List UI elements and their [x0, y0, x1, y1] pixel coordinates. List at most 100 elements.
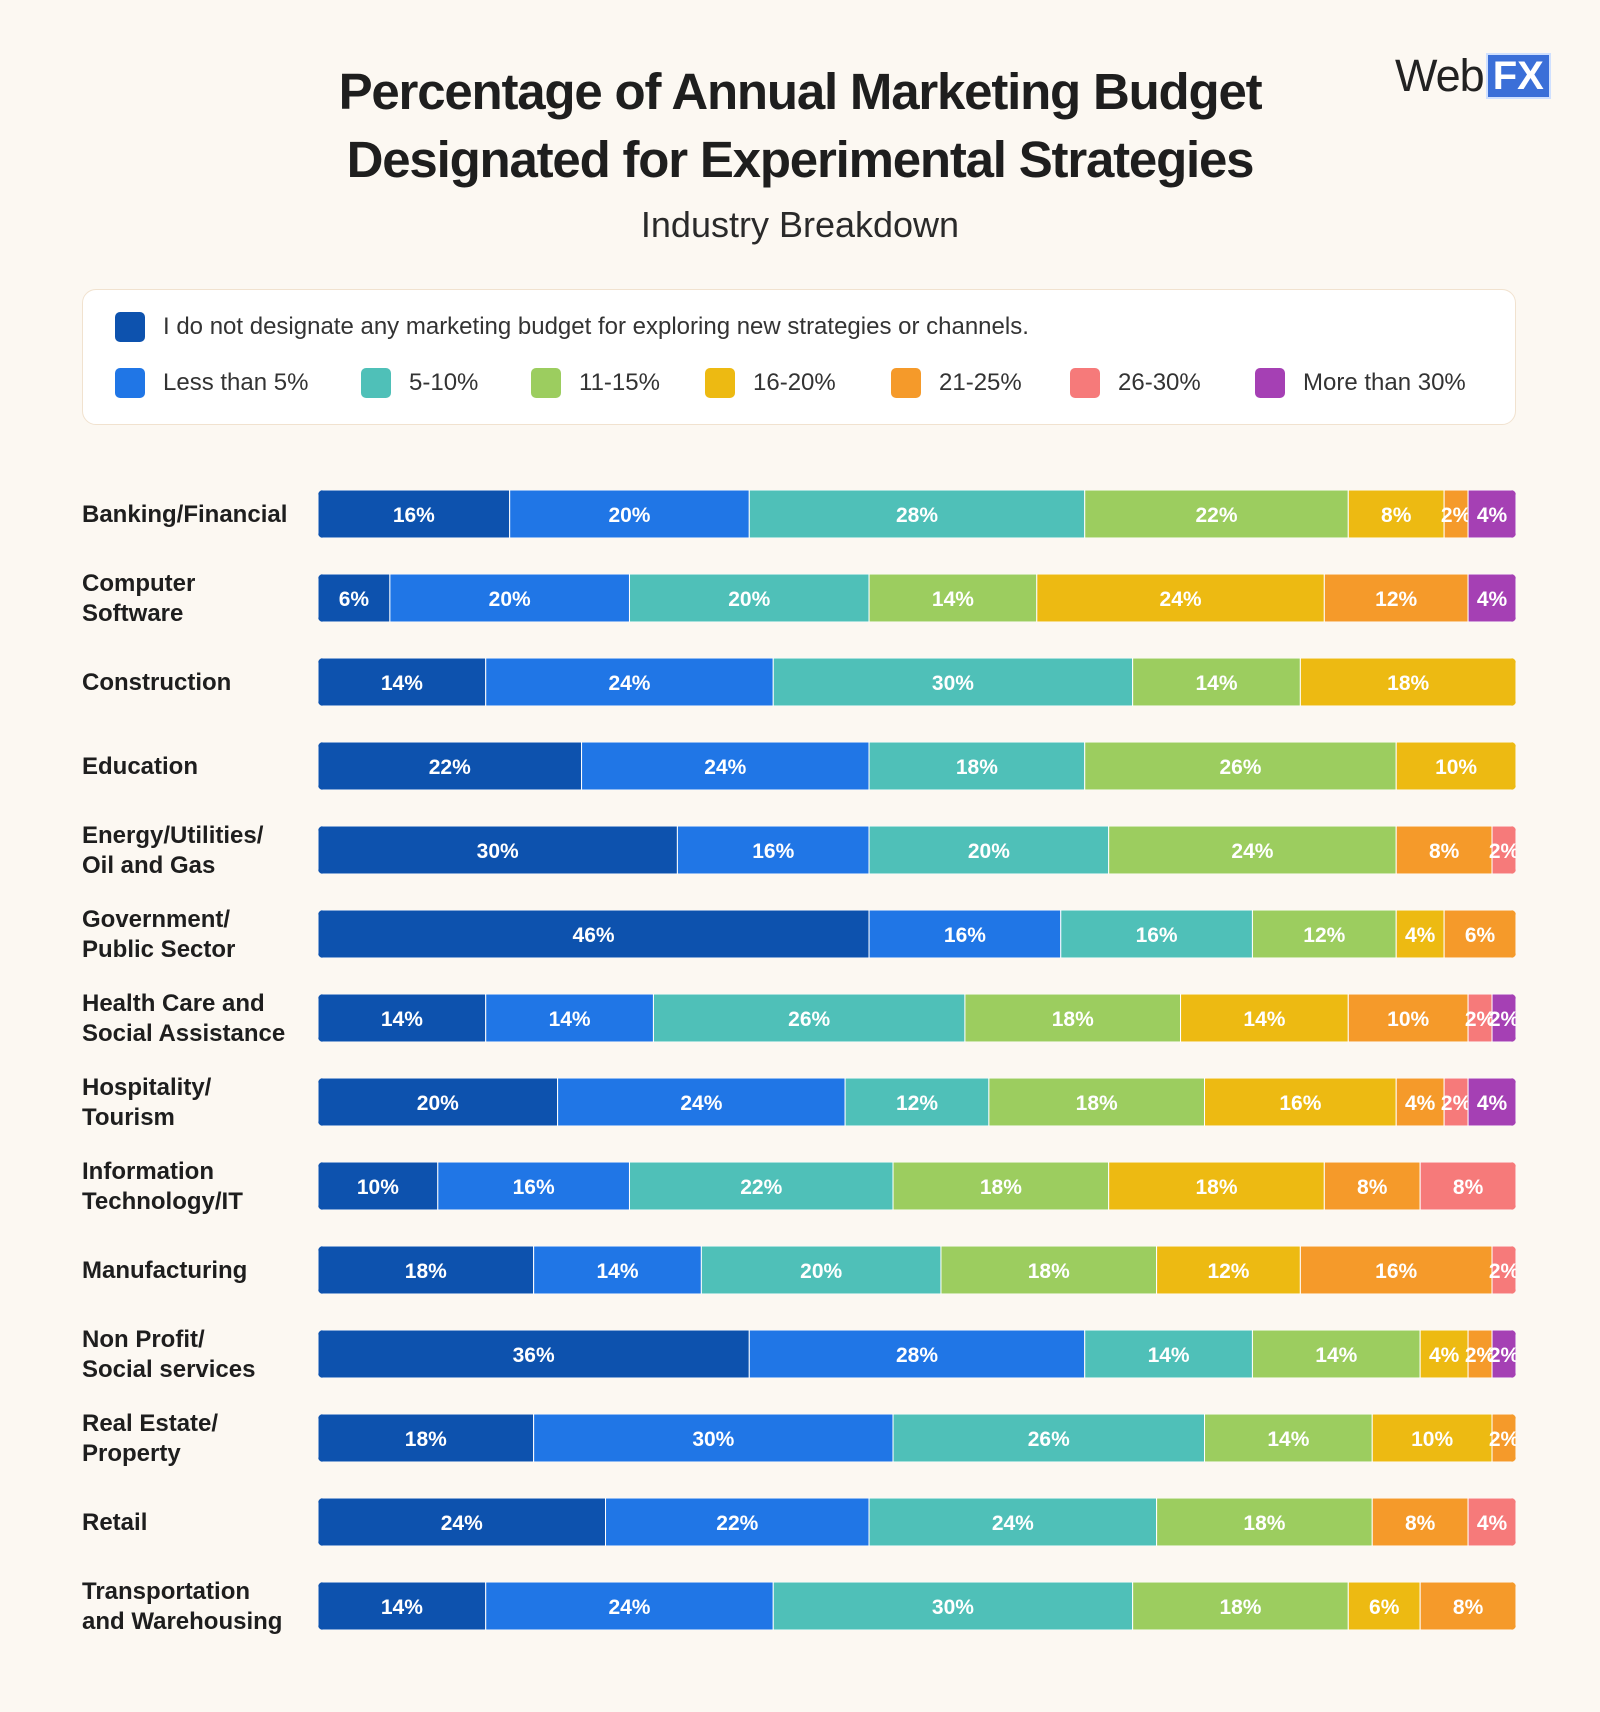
bar-segment	[1204, 1414, 1373, 1462]
bar-segment	[892, 1414, 1206, 1462]
bar-segment	[318, 574, 391, 622]
legend-swatch	[1255, 368, 1285, 398]
bar-row: 24% 22% 24% 18% 8% 4%	[318, 1498, 1516, 1546]
category-label-line: Government/	[82, 906, 230, 933]
category-label: Education	[82, 753, 198, 780]
bar-segment	[1491, 826, 1516, 874]
data-label: 24%	[1160, 588, 1202, 611]
data-label: 16%	[752, 840, 794, 863]
data-label: 36%	[513, 1344, 555, 1367]
data-label: 2%	[1489, 840, 1520, 863]
bar-segment	[1347, 490, 1445, 538]
data-label: 24%	[992, 1512, 1034, 1535]
category-label-line: Non Profit/	[82, 1326, 205, 1353]
category-label-line: Banking/Financial	[82, 501, 287, 528]
legend-item: 21-25%	[891, 368, 1022, 398]
logo-web-text: Web	[1395, 50, 1485, 101]
category-label-line: Social Assistance	[82, 1020, 285, 1047]
legend-swatch	[1070, 368, 1100, 398]
bar-segment	[1419, 1582, 1516, 1630]
data-label: 4%	[1477, 1092, 1508, 1115]
data-label: 4%	[1477, 588, 1508, 611]
bar-segment	[509, 490, 750, 538]
data-label: 12%	[1375, 588, 1417, 611]
legend-label: 16-20%	[753, 369, 836, 396]
data-label: 14%	[932, 588, 974, 611]
bar-segment	[1204, 1078, 1397, 1126]
data-label: 20%	[968, 840, 1010, 863]
data-label: 30%	[477, 840, 519, 863]
data-label: 2%	[1465, 1344, 1496, 1367]
bar-segment	[1467, 1498, 1516, 1546]
bar-segment	[1347, 1582, 1421, 1630]
bar-segment	[1299, 658, 1516, 706]
bar-segment	[1395, 826, 1493, 874]
data-label: 20%	[489, 588, 531, 611]
data-label: 10%	[1435, 756, 1477, 779]
category-label: Computer Software	[82, 570, 195, 627]
data-label: 18%	[405, 1260, 447, 1283]
bar-segment	[940, 1246, 1158, 1294]
data-label: 6%	[1465, 924, 1496, 947]
category-label-line: Energy/Utilities/	[82, 822, 264, 849]
data-label: 2%	[1489, 1428, 1520, 1451]
bar-row: 30% 16% 20% 24% 8% 2%	[318, 826, 1520, 874]
bar-segment	[1132, 1582, 1349, 1630]
data-label: 2%	[1441, 504, 1472, 527]
data-label: 12%	[1207, 1260, 1249, 1283]
data-label: 8%	[1405, 1512, 1436, 1535]
category-label-line: Technology/IT	[82, 1188, 243, 1215]
bar-segment	[892, 1162, 1110, 1210]
data-label: 10%	[1411, 1428, 1453, 1451]
category-label-line: Information	[82, 1158, 214, 1185]
legend-swatch	[531, 368, 561, 398]
bar-segment	[748, 490, 1086, 538]
legend-label: 26-30%	[1118, 369, 1201, 396]
category-label: Health Care and Social Assistance	[82, 990, 285, 1047]
data-label: 22%	[740, 1176, 782, 1199]
bar-segment	[485, 658, 774, 706]
category-label: Banking/Financial	[82, 501, 287, 528]
legend-label: More than 30%	[1303, 369, 1466, 396]
data-label: 30%	[692, 1428, 734, 1451]
data-label: 18%	[1195, 1176, 1237, 1199]
category-label-line: Tourism	[82, 1104, 175, 1131]
bar-row: 22% 24% 18% 26% 10%	[318, 742, 1516, 790]
category-label-line: Oil and Gas	[82, 852, 215, 879]
data-label: 24%	[608, 672, 650, 695]
data-label: 24%	[1231, 840, 1273, 863]
bar-segment	[652, 994, 966, 1042]
data-label: 8%	[1453, 1596, 1484, 1619]
data-label: 14%	[381, 1008, 423, 1031]
bar-segment	[318, 1330, 750, 1378]
bar-segment	[676, 826, 870, 874]
data-label: 22%	[1195, 504, 1237, 527]
bar-segment	[1395, 910, 1445, 958]
bar-segment	[318, 1246, 535, 1294]
bar-segment	[1419, 1162, 1516, 1210]
bar-segment	[1299, 1246, 1493, 1294]
webfx-logo: Web FX	[1395, 50, 1551, 102]
bar-row: 20% 24% 12% 18% 16% 4% 2% 4%	[318, 1078, 1516, 1126]
bar-segment	[988, 1078, 1206, 1126]
logo-fx-text: FX	[1485, 53, 1551, 99]
data-label: 30%	[932, 1596, 974, 1619]
legend-item: 11-15%	[531, 368, 660, 398]
bar-segment	[1180, 994, 1349, 1042]
category-label-line: Hospitality/	[82, 1074, 212, 1101]
bar-segment	[318, 994, 487, 1042]
data-label: 18%	[956, 756, 998, 779]
category-label-line: Transportation	[82, 1578, 250, 1605]
bar-segment	[868, 910, 1062, 958]
category-label-line: Retail	[82, 1509, 147, 1536]
category-label-line: Manufacturing	[82, 1257, 247, 1284]
bar-segment	[533, 1246, 702, 1294]
category-label: Manufacturing	[82, 1257, 247, 1284]
data-label: 4%	[1477, 504, 1508, 527]
legend-item: 5-10%	[361, 368, 478, 398]
bar-row: 18% 30% 26% 14% 10% 2%	[318, 1414, 1520, 1462]
data-label: 8%	[1429, 840, 1460, 863]
bar-segment	[1419, 1330, 1469, 1378]
data-label: 4%	[1405, 924, 1436, 947]
category-label: Construction	[82, 669, 231, 696]
